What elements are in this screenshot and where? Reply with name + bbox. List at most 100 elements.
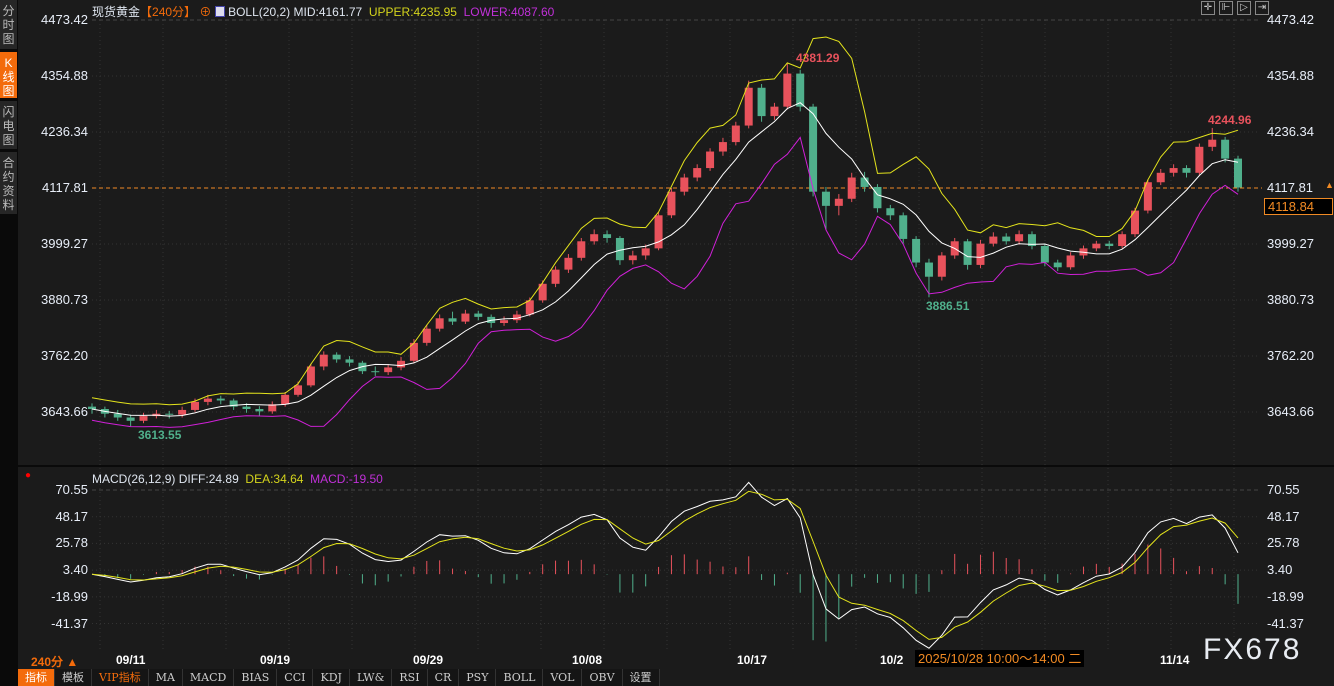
crosshair-icon[interactable]: ✛: [1201, 1, 1215, 15]
candle-up: [461, 313, 470, 322]
current-price-tag: 4118.84: [1264, 198, 1333, 215]
candle-up: [590, 234, 599, 242]
candle-down: [757, 87, 766, 117]
crosshair-time-tooltip: 2025/10/28 10:00～14:00 二: [915, 650, 1085, 667]
candle-up: [397, 360, 406, 368]
macd-axis-left-label: 25.78: [55, 535, 88, 551]
candle-up: [1169, 168, 1178, 173]
candle-up: [191, 401, 200, 410]
macd-axis-left-label: 70.55: [55, 482, 88, 497]
candle-up: [512, 314, 521, 321]
toolbar-item[interactable]: 设置: [622, 669, 660, 686]
candle-down: [1234, 158, 1242, 188]
toolbar-item[interactable]: MACD: [182, 669, 235, 686]
price-axis-left-label: 3880.73: [41, 292, 88, 307]
x-axis-label: 10/2: [880, 653, 904, 667]
candle-down: [242, 406, 251, 409]
x-axis-label: 09/19: [260, 653, 291, 667]
candle-down: [1105, 243, 1114, 247]
boll-upper-line: [91, 36, 1239, 406]
candle-up: [178, 409, 187, 415]
boll-lower-line: [91, 136, 1239, 428]
candle-down: [963, 241, 972, 265]
macd-axis-left-label: 48.17: [55, 508, 88, 524]
macd-name: MACD(26,12,9): [92, 472, 176, 486]
annotation-high: 4381.29: [796, 51, 840, 65]
chart-header: 现货黄金【240分】 ⊕ BOLL(20,2) MID:4161.77 UPPE…: [92, 3, 554, 20]
x-axis-label: 10/17: [737, 653, 768, 667]
macd-axis-right-label: 25.78: [1267, 535, 1300, 551]
candle-down: [229, 400, 238, 407]
candle-up: [306, 366, 315, 386]
candle-down: [371, 371, 380, 373]
candle-up: [680, 177, 689, 192]
x-axis-label: 09/29: [413, 653, 444, 667]
indicator-dot-icon[interactable]: ●: [25, 470, 32, 481]
toolbar-item[interactable]: VOL: [543, 669, 583, 686]
play-icon[interactable]: ▷: [1237, 1, 1251, 15]
candle-up: [500, 320, 509, 324]
toolbar-item[interactable]: 模板: [55, 669, 92, 686]
annotation-low: 3613.55: [138, 428, 182, 442]
scroll-end-icon[interactable]: ⇥: [1255, 1, 1269, 15]
candle-down: [821, 191, 830, 206]
candle-up: [203, 398, 212, 402]
price-axis-right-label: 3999.27: [1267, 236, 1314, 251]
candle-up: [1066, 255, 1075, 268]
zoom-fit-icon[interactable]: ⊩: [1219, 1, 1233, 15]
add-icon[interactable]: ⊕: [199, 5, 212, 19]
candle-down: [924, 262, 933, 277]
candle-down: [1182, 168, 1191, 173]
candle-up: [1015, 234, 1024, 242]
x-axis-label: 11/14: [1160, 653, 1190, 667]
candle-down: [886, 208, 895, 216]
candle-up: [937, 255, 946, 277]
candle-down: [796, 73, 805, 107]
toolbar-item[interactable]: RSI: [392, 669, 428, 686]
candle-up: [384, 367, 393, 373]
toolbar-item[interactable]: CR: [427, 669, 460, 686]
toolbar-item[interactable]: MA: [148, 669, 183, 686]
candle-up: [731, 125, 740, 143]
candle-up: [525, 300, 534, 315]
sidebar-tab-timeshare[interactable]: 分时图: [0, 0, 17, 49]
price-axis-right-label: 3880.73: [1267, 292, 1314, 307]
candle-up: [641, 248, 650, 256]
price-axis-right-label: 3643.66: [1267, 404, 1314, 419]
expand-up-icon[interactable]: ▲: [1325, 180, 1334, 190]
toolbar-item[interactable]: PSY: [459, 669, 497, 686]
macd-dea-line: [91, 490, 1239, 640]
toolbar-item[interactable]: BOLL: [496, 669, 544, 686]
sidebar: 分时图 K线图 闪电图 合约资料: [0, 0, 18, 686]
period-selector[interactable]: 240分 ▲: [31, 655, 79, 669]
toolbar-item[interactable]: BIAS: [234, 669, 278, 686]
candle-down: [899, 215, 908, 239]
sidebar-tab-kline[interactable]: K线图: [0, 52, 17, 98]
candle-up: [744, 87, 753, 126]
toolbar-item[interactable]: KDJ: [313, 669, 350, 686]
candle-down: [216, 398, 225, 401]
macd-axis-right-label: 48.17: [1267, 508, 1300, 524]
candle-up: [1156, 172, 1165, 183]
boll-mid: MID:4161.77: [293, 5, 363, 19]
toolbar-item[interactable]: VIP指标: [92, 669, 149, 686]
toolbar-item[interactable]: 指标: [18, 669, 55, 686]
toolbar-item[interactable]: OBV: [582, 669, 623, 686]
candle-up: [268, 404, 277, 412]
sidebar-tab-contract-info[interactable]: 合约资料: [0, 152, 17, 214]
candle-up: [989, 236, 998, 244]
sidebar-tab-flash[interactable]: 闪电图: [0, 101, 17, 149]
price-axis-left-label: 3762.20: [41, 348, 88, 363]
macd-header: MACD(26,12,9) DIFF:24.89 DEA:34.64 MACD:…: [92, 472, 383, 486]
candle-down: [873, 186, 882, 209]
indicator-chart-icon[interactable]: [214, 6, 225, 17]
candle-up: [1118, 234, 1127, 247]
candle-down: [255, 408, 264, 412]
macd-axis-right-label: -41.37: [1267, 615, 1304, 631]
toolbar-item[interactable]: LW&: [349, 669, 393, 686]
toolbar-item[interactable]: CCI: [277, 669, 314, 686]
boll-name: BOLL(20,2): [228, 5, 291, 19]
price-axis-left-label: 4236.34: [41, 124, 88, 139]
candle-up: [783, 73, 792, 107]
